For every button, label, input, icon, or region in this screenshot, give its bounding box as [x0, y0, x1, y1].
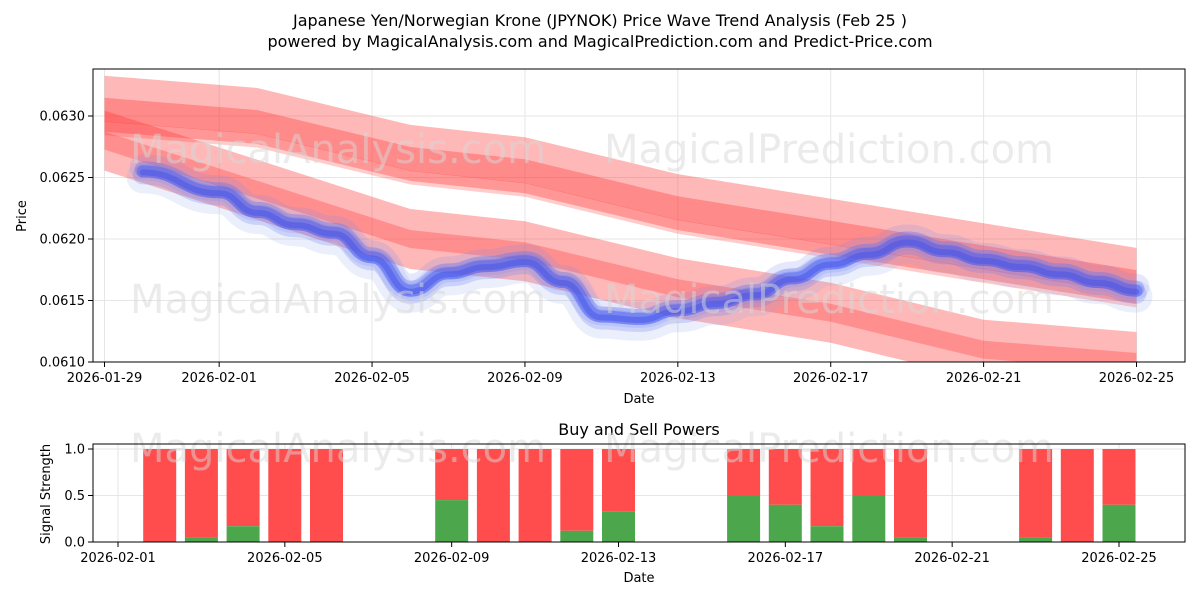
buy-power-bar	[768, 504, 802, 542]
blue-price-wave	[132, 164, 1147, 332]
bar-x-tick-label: 2026-02-01	[80, 551, 156, 566]
sell-power-bar	[435, 449, 469, 501]
watermark-text: MagicalPrediction.com	[604, 277, 1054, 323]
sell-power-bar	[810, 449, 844, 527]
bar-x-tick-label: 2026-02-21	[914, 551, 990, 566]
buy-power-bar	[226, 526, 260, 542]
red-trend-band	[104, 121, 1137, 308]
price-x-tick-label: 2026-02-09	[487, 371, 563, 386]
sell-power-bar	[1019, 449, 1053, 538]
price-y-tick-label: 0.0620	[40, 233, 86, 248]
blue-price-wave	[129, 154, 1150, 328]
price-x-tick-label: 2026-01-29	[67, 371, 143, 386]
blue-price-wave	[139, 169, 1140, 323]
bar-x-tick-label: 2026-02-05	[247, 551, 323, 566]
bar-y-tick-label: 0.0	[64, 536, 85, 551]
sell-power-bar	[268, 449, 302, 542]
sell-power-bar	[727, 449, 761, 496]
price-y-tick-label: 0.0625	[40, 171, 86, 186]
bar-axes-frame	[92, 443, 1186, 543]
sell-power-bar	[310, 449, 343, 542]
blue-price-wave	[136, 165, 1143, 325]
price-axes-frame	[92, 68, 1186, 363]
price-y-tick-label: 0.0615	[40, 294, 86, 309]
price-x-tick-label: 2026-02-25	[1099, 371, 1175, 386]
red-trend-band	[104, 97, 1137, 295]
bar-marks	[143, 449, 1136, 542]
sell-power-bar	[518, 449, 552, 542]
price-y-tick-label: 0.0630	[40, 110, 86, 125]
price-x-tick-label: 2026-02-05	[334, 371, 410, 386]
sell-power-bar	[852, 449, 886, 496]
price-y-tick-label: 0.0610	[40, 356, 86, 371]
buy-power-bar	[560, 530, 594, 542]
price-x-axis-label: Date	[623, 392, 654, 407]
watermark-text: MagicalPrediction.com	[604, 426, 1054, 472]
buy-power-bar	[1102, 504, 1136, 542]
bar-x-axis-label: Date	[623, 571, 654, 586]
sell-power-bar	[184, 449, 218, 538]
price-x-tick-label: 2026-02-21	[946, 371, 1022, 386]
blue-price-wave	[126, 161, 1153, 341]
sell-power-bar	[1060, 449, 1094, 542]
price-x-tick-label: 2026-02-17	[793, 371, 869, 386]
price-x-tick-label: 2026-02-01	[181, 371, 257, 386]
sell-power-bar	[768, 449, 802, 505]
bar-y-tick-label: 0.5	[64, 489, 85, 504]
sell-power-bar	[602, 449, 635, 512]
chart-subtitle: powered by MagicalAnalysis.com and Magic…	[267, 32, 932, 51]
red-trend-band	[104, 75, 1137, 304]
sell-power-bar	[143, 449, 177, 542]
blue-price-wave	[134, 161, 1145, 325]
chart-title: Japanese Yen/Norwegian Krone (JPYNOK) Pr…	[292, 11, 907, 30]
sell-power-bar	[476, 449, 510, 542]
sell-power-bar	[894, 449, 927, 538]
buy-power-bar	[852, 495, 886, 542]
bar-x-tick-label: 2026-02-13	[581, 551, 657, 566]
sell-power-bar	[226, 449, 260, 527]
buy-power-bar	[1019, 537, 1053, 542]
buy-power-bar	[727, 495, 761, 542]
bar-x-tick-label: 2026-02-25	[1081, 551, 1157, 566]
buy-power-bar	[435, 500, 469, 542]
tick-labels: 2026-01-29 2026-02-01 2026-02-05 2026-02-09…	[40, 110, 1175, 567]
bar-x-tick-label: 2026-02-09	[414, 551, 490, 566]
price-y-axis-label: Price	[15, 200, 30, 232]
watermark-text: MagicalAnalysis.com	[130, 127, 546, 173]
watermark-layer: MagicalAnalysis.com MagicalPrediction.com…	[130, 127, 1054, 472]
red-trend-band	[104, 110, 1137, 362]
bar-chart-title: Buy and Sell Powers	[558, 420, 720, 439]
sell-power-bar	[560, 449, 594, 531]
bar-y-axis-label: Signal Strength	[39, 444, 54, 544]
buy-power-bar	[184, 537, 218, 542]
bar-x-tick-label: 2026-02-17	[748, 551, 824, 566]
price-wave-marks	[104, 75, 1153, 362]
bar-y-tick-label: 1.0	[64, 443, 85, 458]
price-x-tick-label: 2026-02-13	[640, 371, 716, 386]
buy-power-bar	[894, 537, 927, 542]
watermark-text: MagicalPrediction.com	[604, 127, 1054, 173]
sell-power-bar	[1102, 449, 1136, 505]
watermark-text: MagicalAnalysis.com	[130, 277, 546, 323]
buy-power-bar	[810, 526, 844, 542]
buy-power-bar	[602, 511, 635, 542]
watermark-text: MagicalAnalysis.com	[130, 426, 546, 472]
axes-frames	[88, 68, 1186, 547]
